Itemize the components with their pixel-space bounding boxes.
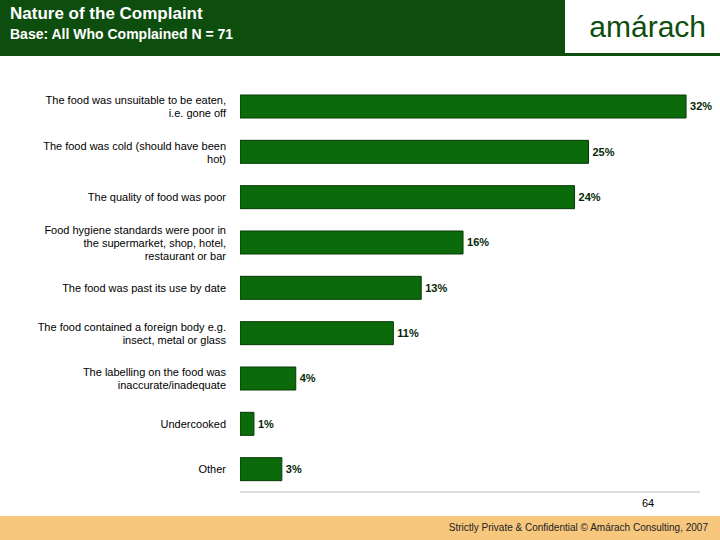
svg-text:32%: 32% (690, 100, 712, 112)
svg-text:16%: 16% (467, 236, 489, 248)
html-text:amárach: amárach (589, 10, 706, 43)
svg-text:Undercooked: Undercooked (161, 418, 226, 430)
svg-text:25%: 25% (592, 146, 614, 158)
html-text:Base: All Who Complained N = 7: Base: All Who Complained N = 71 (10, 26, 234, 42)
svg-text:11%: 11% (397, 327, 419, 339)
svg-text:Food hygiene standards were po: Food hygiene standards were poor inthe s… (44, 224, 226, 262)
svg-text:1%: 1% (258, 418, 274, 430)
svg-text:24%: 24% (579, 191, 601, 203)
html-text:Nature of the Complaint: Nature of the Complaint (10, 4, 203, 23)
html-text:64: 64 (642, 497, 655, 509)
svg-text:The food contained a foreign b: The food contained a foreign body e.g.in… (38, 321, 227, 346)
svg-text:13%: 13% (425, 282, 447, 294)
svg-text:4%: 4% (300, 372, 316, 384)
html-text:Strictly Private & Confidentia: Strictly Private & Confidential © Amárac… (448, 522, 708, 533)
svg-text:3%: 3% (286, 463, 302, 475)
svg-text:The labelling on the food wasi: The labelling on the food wasinaccurate/… (83, 366, 227, 391)
svg-text:The food was cold (should have: The food was cold (should have beenhot) (43, 140, 226, 165)
svg-text:The food was past its use by d: The food was past its use by date (62, 282, 226, 294)
svg-text:Other: Other (198, 463, 226, 475)
svg-text:The quality of food was poor: The quality of food was poor (88, 191, 227, 203)
svg-text:The food was unsuitable to be: The food was unsuitable to be eaten,i.e.… (46, 94, 227, 119)
